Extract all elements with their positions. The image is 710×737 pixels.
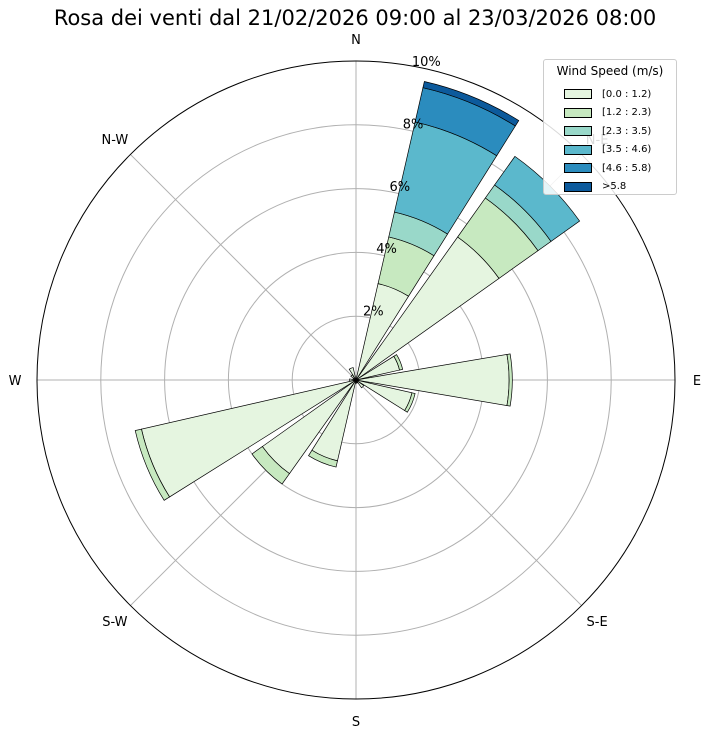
compass-label-s-w: S-W xyxy=(102,615,127,630)
legend-swatch xyxy=(564,89,592,99)
radial-tick-label: 6% xyxy=(389,180,410,195)
radial-tick-label: 8% xyxy=(403,117,424,132)
legend-label: >5.8 xyxy=(602,181,627,192)
radial-tick-label: 10% xyxy=(412,55,441,70)
legend-label: [3.5 : 4.6) xyxy=(602,144,652,155)
legend-swatch xyxy=(564,144,592,155)
legend-item: >5.8 xyxy=(564,181,626,193)
grid-spoke xyxy=(355,379,582,606)
legend-item: [3.5 : 4.6) xyxy=(564,144,651,156)
legend-item: [4.6 : 5.8) xyxy=(564,162,651,174)
compass-label-n: N xyxy=(351,33,361,48)
legend-swatch xyxy=(564,107,592,118)
compass-label-e: E xyxy=(693,374,701,389)
bar-ssw-1-2-2-3 xyxy=(308,449,338,468)
bars-layer xyxy=(134,81,581,501)
radial-tick-label: 2% xyxy=(363,305,384,320)
compass-label-s-e: S-E xyxy=(587,615,608,630)
legend-title: Wind Speed (m/s) xyxy=(556,64,664,78)
bar-se-0-0-1-2 xyxy=(355,379,365,389)
radial-tick-label: 4% xyxy=(376,242,397,257)
bar-nnw-0-0-1-2 xyxy=(348,367,357,381)
bar-sw-1-2-2-3 xyxy=(251,446,290,485)
legend-swatch xyxy=(564,181,592,192)
bar-w-0-0-1-2 xyxy=(349,378,357,382)
chart-title: Rosa dei venti dal 21/02/2026 09:00 al 2… xyxy=(53,6,657,30)
grid-spoke xyxy=(130,154,357,381)
legend-swatch xyxy=(564,163,592,173)
bar-ne-3-5-4-6 xyxy=(494,155,581,242)
legend-label: [0.0 : 1.2) xyxy=(602,88,652,100)
bar-ene-1-2-2-3 xyxy=(393,354,404,371)
legend-label: [4.6 : 5.8) xyxy=(602,162,652,174)
legend-swatch xyxy=(564,126,592,136)
outer-circle xyxy=(36,60,676,700)
legend-label: [1.2 : 2.3) xyxy=(602,107,652,118)
bar-wsw-1-2-2-3 xyxy=(134,428,171,501)
legend-item: [2.3 : 3.5) xyxy=(564,125,651,137)
bar-e-1-2-2-3 xyxy=(506,353,513,407)
legend-item: [1.2 : 2.3) xyxy=(564,107,651,119)
bar-ese-1-2-2-3 xyxy=(404,392,416,413)
compass-label-s: S xyxy=(352,715,360,730)
legend-label: [2.3 : 3.5) xyxy=(602,125,652,137)
compass-label-n-w: N-W xyxy=(102,133,129,148)
compass-label-w: W xyxy=(9,374,22,389)
bar-nne-5-8 xyxy=(422,81,520,127)
legend: Wind Speed (m/s) [0.0 : 1.2) [1.2 : 2.3) [… xyxy=(543,59,677,195)
labels-layer: 2%4%6%8%10%NN-EES-ESS-WWN-W xyxy=(9,33,702,730)
legend-item: [0.0 : 1.2) xyxy=(564,88,651,100)
bar-nw-0-0-1-2 xyxy=(350,374,357,381)
